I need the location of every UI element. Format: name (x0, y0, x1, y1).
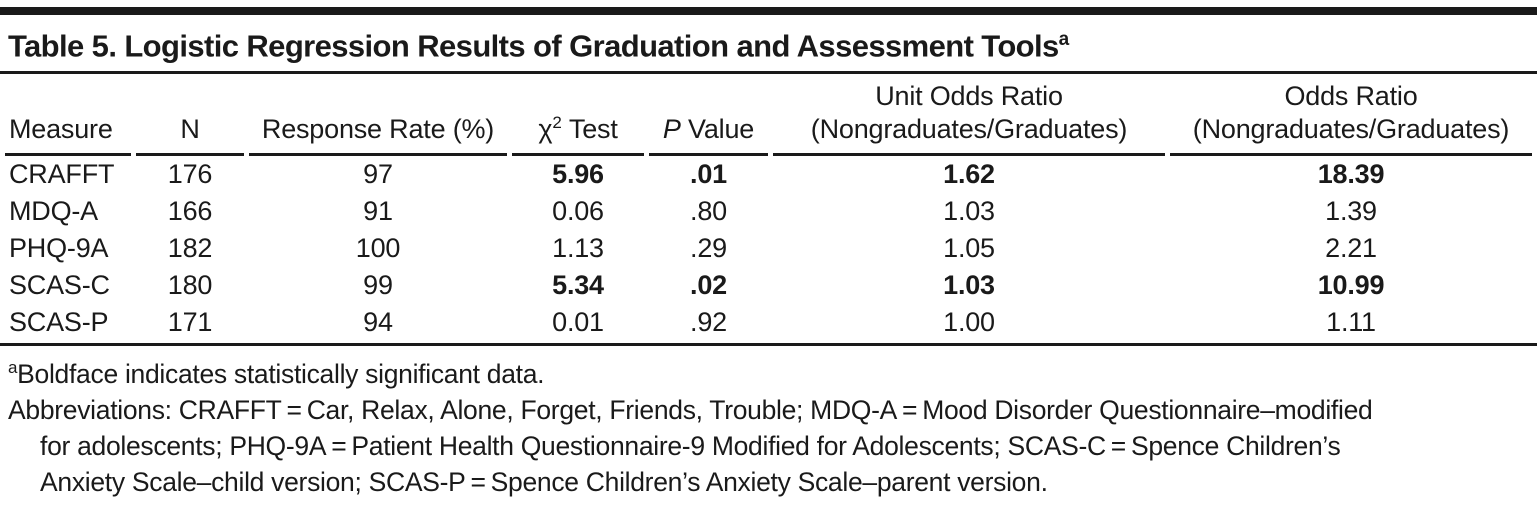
col-header-chi2-test: χ2 Test (512, 74, 644, 157)
cell-unit-odds-ratio: 1.05 (943, 233, 995, 264)
cell-odds-ratio: 2.21 (1325, 233, 1377, 264)
table-title-text: Table 5. Logistic Regression Results of … (8, 28, 1059, 64)
abbreviations-footnote-line-1: Abbreviations: CRAFFT = Car, Relax, Alon… (8, 395, 1373, 426)
cell-unit-odds-ratio: 1.03 (943, 196, 995, 227)
cell-chi2-test: 5.34 (552, 270, 604, 301)
cell-p-value: .80 (690, 196, 727, 227)
cell-p-value: .92 (690, 307, 727, 338)
cell-n: 171 (167, 307, 213, 338)
cell-measure: PHQ-9A (9, 233, 109, 264)
table-row: CRAFFT 176 97 5.96 .01 1.62 18.39 (5, 156, 1532, 193)
header-row: Measure N Response Rate (%) χ2 Test P Va… (5, 74, 1532, 157)
table-title: Table 5. Logistic Regression Results of … (0, 22, 1537, 64)
cell-odds-ratio: 1.39 (1325, 196, 1377, 227)
table-row: SCAS-C 180 99 5.34 .02 1.03 10.99 (5, 267, 1532, 304)
cell-p-value: .29 (690, 233, 727, 264)
col-header-unit-odds-ratio: Unit Odds Ratio (Nongraduates/Graduates) (773, 74, 1165, 157)
table-bottom-rule (0, 343, 1537, 347)
cell-response-rate: 94 (363, 307, 393, 338)
top-rule-thick (0, 7, 1537, 15)
cell-response-rate: 97 (363, 159, 393, 190)
cell-measure: SCAS-P (9, 307, 109, 338)
cell-odds-ratio: 10.99 (1317, 270, 1385, 301)
cell-chi2-test: 0.01 (552, 307, 604, 338)
col-header-p-value: P Value (649, 74, 768, 157)
cell-chi2-test: 1.13 (552, 233, 604, 264)
chi-symbol: χ (538, 114, 553, 145)
results-table: Measure N Response Rate (%) χ2 Test P Va… (0, 74, 1537, 341)
cell-n: 176 (167, 159, 213, 190)
cell-odds-ratio: 18.39 (1317, 159, 1385, 190)
abbreviations-footnote-line-3: Anxiety Scale–child version; SCAS-P = Sp… (40, 467, 1048, 498)
cell-response-rate: 91 (363, 196, 393, 227)
cell-p-value: .01 (690, 159, 727, 190)
table-row: SCAS-P 171 94 0.01 .92 1.00 1.11 (5, 304, 1532, 341)
col-header-response-rate: Response Rate (%) (249, 74, 507, 157)
col-header-odds-ratio: Odds Ratio (Nongraduates/Graduates) (1170, 74, 1532, 157)
cell-odds-ratio: 1.11 (1326, 307, 1376, 338)
cell-response-rate: 100 (355, 233, 401, 264)
footnote-superscript-a: a (8, 358, 18, 378)
chi2-superscript: 2 (552, 113, 562, 133)
cell-chi2-test: 0.06 (552, 196, 604, 227)
table-row: PHQ-9A 182 100 1.13 .29 1.05 2.21 (5, 230, 1532, 267)
cell-n: 166 (167, 196, 213, 227)
cell-measure: SCAS-C (9, 270, 110, 301)
significance-footnote: aBoldface indicates statistically signif… (8, 358, 545, 390)
footnotes: aBoldface indicates statistically signif… (0, 346, 1537, 500)
title-divider-rule (0, 71, 1537, 75)
cell-measure: CRAFFT (9, 159, 115, 190)
table-row: MDQ-A 166 91 0.06 .80 1.03 1.39 (5, 193, 1532, 230)
cell-unit-odds-ratio: 1.00 (943, 307, 995, 338)
table-title-superscript: a (1058, 29, 1070, 50)
cell-n: 182 (167, 233, 213, 264)
cell-n: 180 (167, 270, 213, 301)
cell-response-rate: 99 (363, 270, 393, 301)
col-header-measure: Measure (5, 74, 131, 157)
cell-unit-odds-ratio: 1.03 (943, 270, 995, 301)
abbreviations-footnote-line-2: for adolescents; PHQ-9A = Patient Health… (40, 431, 1341, 462)
col-header-n: N (136, 74, 244, 157)
cell-p-value: .02 (690, 270, 727, 301)
cell-unit-odds-ratio: 1.62 (943, 159, 995, 190)
cell-measure: MDQ-A (9, 196, 98, 227)
cell-chi2-test: 5.96 (552, 159, 604, 190)
